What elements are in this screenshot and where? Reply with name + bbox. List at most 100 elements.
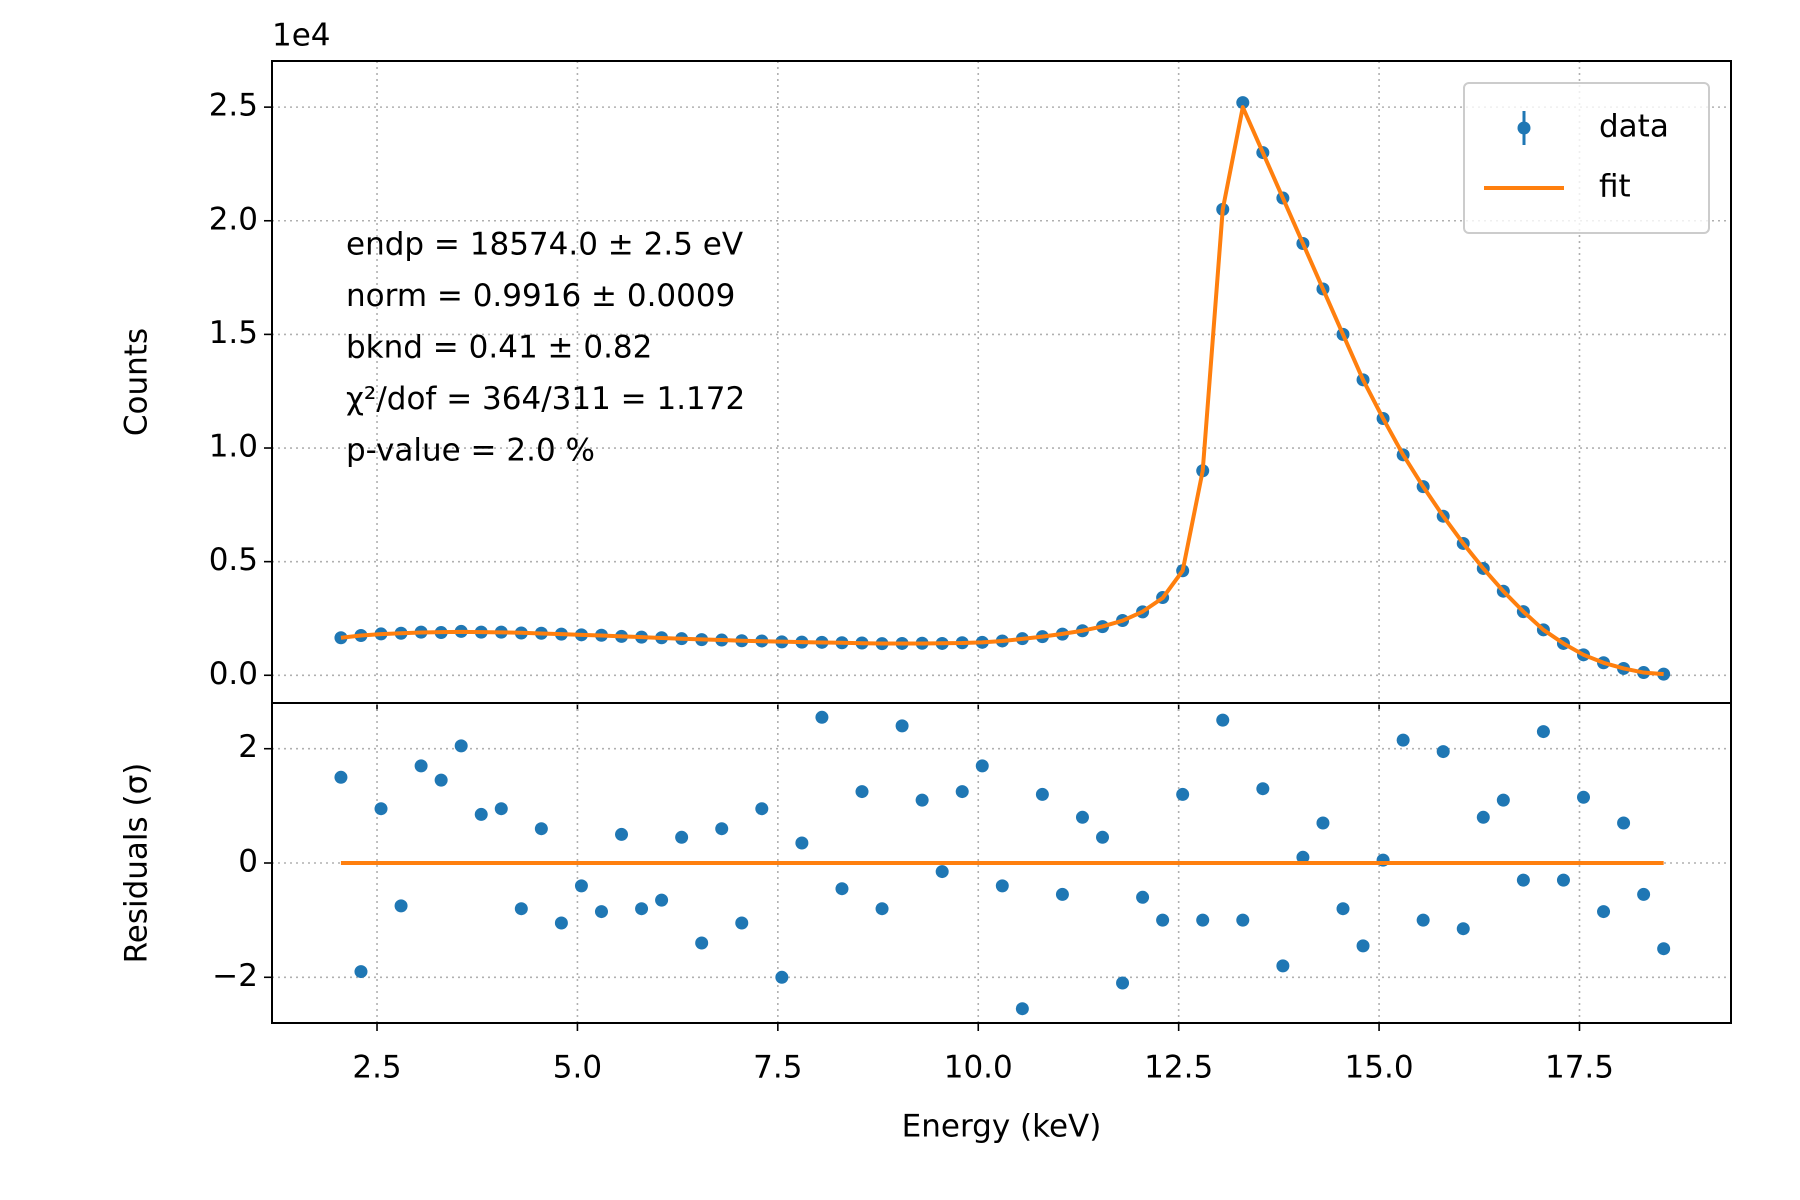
data-point — [1516, 873, 1530, 887]
data-point — [755, 802, 769, 816]
x-tick-label: 17.5 — [1545, 1050, 1614, 1086]
x-tick-label: 15.0 — [1345, 1050, 1414, 1086]
data-point — [1416, 913, 1430, 927]
annotation: norm = 0.9916 ± 0.0009 — [346, 278, 735, 314]
data-point — [1176, 787, 1190, 801]
data-point — [594, 905, 608, 919]
data-point — [1256, 782, 1270, 796]
data-point — [1116, 976, 1130, 990]
data-point — [1617, 816, 1631, 830]
data-point — [1576, 790, 1590, 804]
plot-area — [334, 96, 1671, 681]
data-point — [1336, 902, 1350, 916]
data-point — [935, 865, 949, 879]
y-tick-label: 1.5 — [209, 315, 258, 351]
data-point — [1436, 745, 1450, 759]
data-point — [1035, 787, 1049, 801]
data-point — [1556, 873, 1570, 887]
data-point — [995, 879, 1009, 893]
data-point — [1657, 942, 1671, 956]
data-point — [534, 822, 548, 836]
data-point — [1536, 725, 1550, 739]
annotation: p-value = 2.0 % — [346, 433, 595, 469]
data-point — [1356, 939, 1370, 953]
data-point — [955, 785, 969, 799]
x-tick-label: 10.0 — [944, 1050, 1013, 1086]
data-point — [975, 759, 989, 773]
data-point — [1296, 850, 1310, 864]
data-point — [1216, 713, 1230, 727]
y-tick-label: 0.5 — [209, 542, 258, 578]
legend-label: data — [1599, 109, 1669, 145]
data-point — [554, 916, 568, 930]
data-point — [394, 899, 408, 913]
y-tick-label: 2 — [238, 729, 258, 765]
y-tick-label: 2.0 — [209, 201, 258, 237]
data-point — [695, 936, 709, 950]
fit-line — [340, 105, 1664, 677]
data-point — [494, 802, 508, 816]
data-point — [374, 802, 388, 816]
offset-label: 1e4 — [272, 18, 331, 54]
data-point — [1276, 959, 1290, 973]
data-point — [915, 793, 929, 807]
data-point — [775, 970, 789, 984]
data-point — [675, 830, 689, 844]
y-tick-label: 0 — [238, 844, 258, 880]
data-point — [655, 893, 669, 907]
data-point — [1156, 913, 1170, 927]
y-tick-label: 0.0 — [209, 656, 258, 692]
data-point — [1637, 887, 1651, 901]
data-point — [895, 719, 909, 733]
legend-label: fit — [1599, 169, 1631, 205]
legend-marker — [1517, 121, 1531, 135]
data-point — [1196, 913, 1210, 927]
data-point — [855, 785, 869, 799]
annotation: χ²/dof = 364/311 = 1.172 — [346, 381, 745, 417]
data-point — [1055, 887, 1069, 901]
data-point — [454, 739, 468, 753]
data-point — [1096, 830, 1110, 844]
data-point — [1597, 905, 1611, 919]
data-point — [735, 916, 749, 930]
data-point — [715, 822, 729, 836]
y-tick-label: −2 — [212, 958, 258, 994]
data-point — [795, 836, 809, 850]
data-point — [474, 807, 488, 821]
data-point — [414, 759, 428, 773]
data-point — [875, 902, 889, 916]
x-tick-label: 5.0 — [553, 1050, 602, 1086]
data-point — [1496, 793, 1510, 807]
data-point — [1316, 816, 1330, 830]
data-point — [635, 902, 649, 916]
annotation: endp = 18574.0 ± 2.5 eV — [346, 227, 743, 263]
data-point — [1657, 667, 1671, 681]
data-point — [1136, 890, 1150, 904]
data-point — [1476, 810, 1490, 824]
x-tick-label: 12.5 — [1144, 1050, 1213, 1086]
data-point — [574, 879, 588, 893]
data-point — [1236, 913, 1250, 927]
data-point — [815, 710, 829, 724]
data-point — [615, 827, 629, 841]
data-point — [1236, 96, 1250, 110]
data-point — [1075, 810, 1089, 824]
data-point — [1396, 733, 1410, 747]
data-point — [334, 770, 348, 784]
data-point — [514, 902, 528, 916]
x-tick-label: 7.5 — [753, 1050, 802, 1086]
data-point — [1015, 1002, 1029, 1016]
data-point — [835, 882, 849, 896]
data-point — [434, 773, 448, 787]
x-tick-label: 2.5 — [352, 1050, 401, 1086]
y-axis-label: Residuals (σ) — [119, 763, 155, 964]
annotation: bknd = 0.41 ± 0.82 — [346, 330, 652, 366]
data-point — [1456, 922, 1470, 936]
x-axis-label: Energy (keV) — [902, 1109, 1102, 1145]
data-point — [354, 965, 368, 979]
y-axis-label: Counts — [119, 328, 155, 436]
y-tick-label: 2.5 — [209, 88, 258, 124]
plot-area — [334, 710, 1671, 1016]
axes-frame — [271, 702, 1732, 1024]
